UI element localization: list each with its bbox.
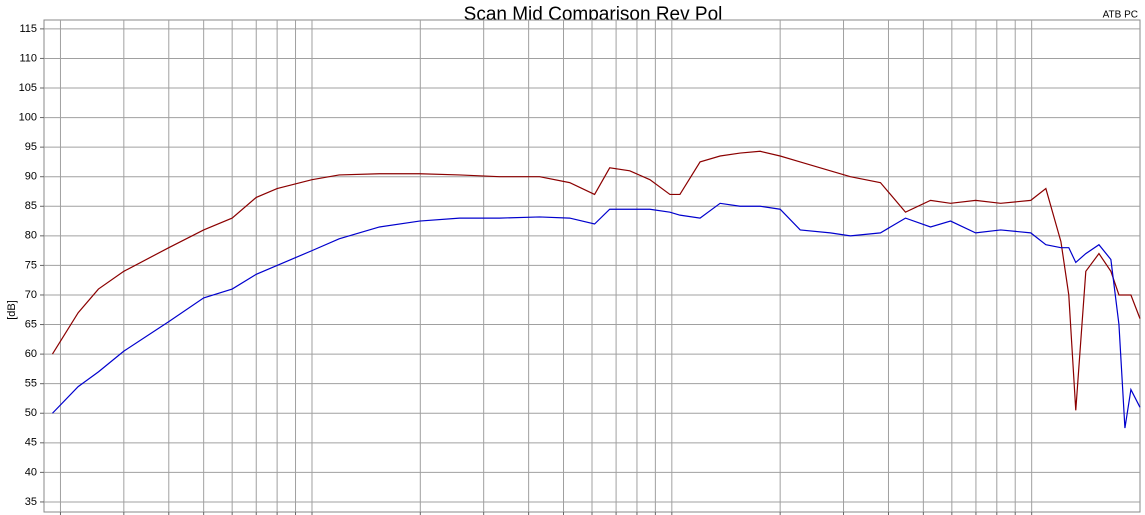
y-tick-label: 40 [25,466,37,478]
y-tick-label: 35 [25,496,37,508]
y-tick-label: 115 [19,23,37,35]
y-tick-label: 70 [25,289,37,301]
y-tick-label: 65 [25,318,37,330]
y-tick-label: 80 [25,230,37,242]
series-line [51,150,1141,411]
series-line [52,202,1141,429]
y-tick-label: 75 [25,259,37,271]
y-tick-label: 100 [19,111,37,123]
y-tick-label: 110 [19,52,37,64]
y-tick-label: 105 [19,82,37,94]
chart-subtitle: ATB PC [1103,10,1138,21]
y-tick-label: 55 [25,378,37,390]
y-tick-label: 85 [25,200,37,212]
y-tick-label: 95 [25,141,37,153]
y-tick-label: 90 [25,171,37,183]
y-axis-label: [dB] [6,300,18,320]
y-tick-label: 60 [25,348,37,360]
y-tick-label: 50 [25,407,37,419]
y-tick-label: 45 [25,437,37,449]
